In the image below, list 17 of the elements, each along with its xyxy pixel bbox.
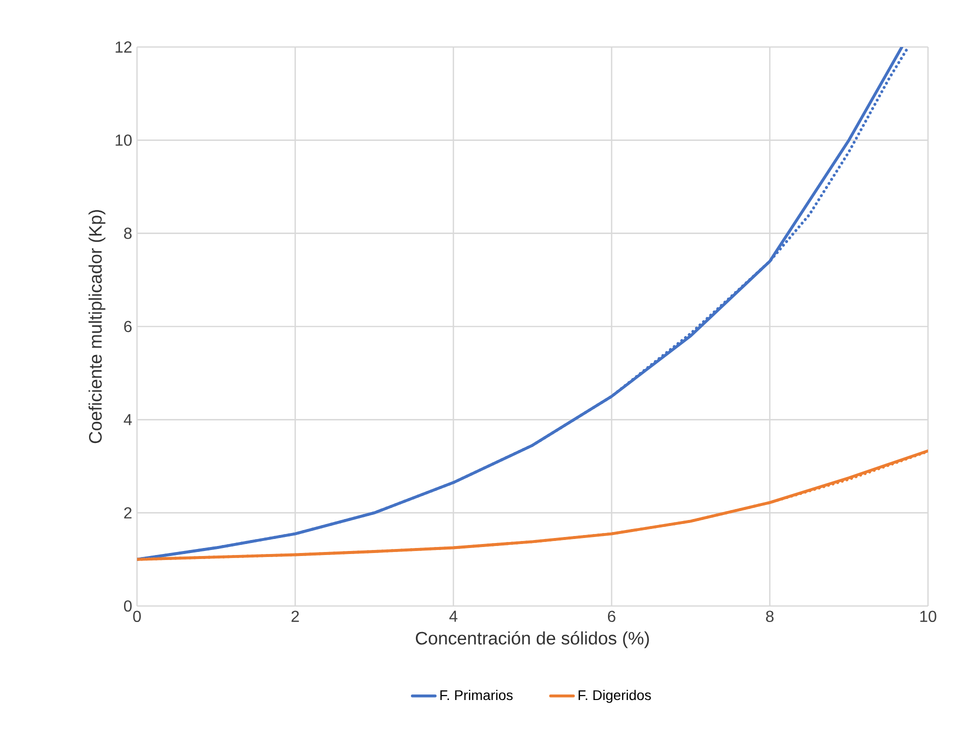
y-tick-label: 12 [116, 41, 132, 53]
legend-label: F. Primarios [440, 690, 513, 700]
x-tick-label: 10 [920, 610, 936, 622]
x-tick-label: 8 [766, 610, 774, 622]
x-axis-title: Concentración de sólidos (%) [416, 631, 649, 648]
y-tick-label: 8 [124, 228, 132, 239]
x-tick-label: 2 [292, 610, 299, 622]
y-tick-label: 4 [124, 414, 132, 426]
y-tick-label: 2 [124, 507, 132, 518]
y-tick-label: 6 [124, 320, 132, 332]
x-tick-label: 6 [608, 610, 616, 622]
x-tick-label: 0 [133, 610, 141, 622]
legend-label: F. Digeridos [578, 690, 651, 703]
y-tick-label: 10 [116, 134, 132, 146]
x-tick-label: 4 [449, 610, 458, 622]
y-axis-title: Coeficiente multiplicador (Kp) [88, 210, 106, 444]
y-tick-label: 0 [124, 600, 132, 612]
